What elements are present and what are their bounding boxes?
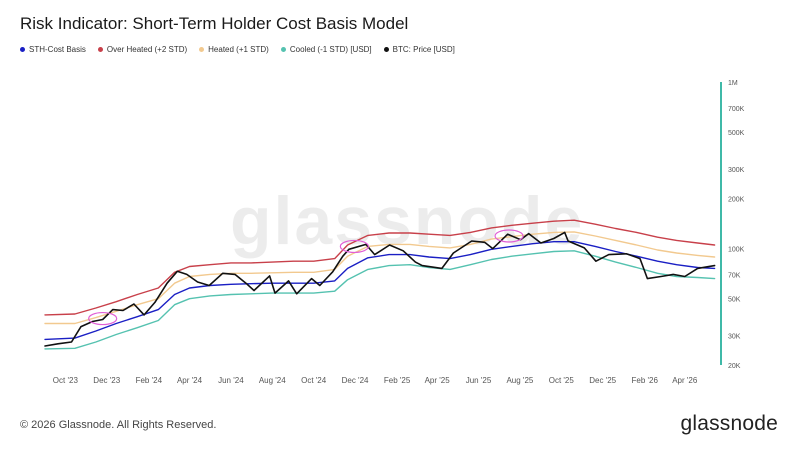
legend-label: BTC: Price [USD] bbox=[392, 45, 455, 54]
y-tick-label: 100K bbox=[728, 247, 745, 254]
x-tick-label: Apr '24 bbox=[177, 376, 203, 385]
highlight-ellipse bbox=[494, 229, 524, 243]
copyright-text: © 2026 Glassnode. All Rights Reserved. bbox=[20, 419, 217, 431]
y-tick-label: 30K bbox=[728, 334, 741, 341]
legend: STH-Cost Basis Over Heated (+2 STD) Heated… bbox=[20, 45, 455, 54]
legend-label: Cooled (-1 STD) [USD] bbox=[289, 45, 372, 54]
y-tick-label: 20K bbox=[728, 363, 741, 370]
y-tick-label: 700K bbox=[728, 106, 745, 113]
highlight-ellipse bbox=[88, 311, 118, 326]
legend-label: Over Heated (+2 STD) bbox=[106, 45, 188, 54]
x-tick-label: Apr '26 bbox=[672, 376, 698, 385]
legend-dot-icon bbox=[97, 47, 103, 52]
x-tick-label: Jun '25 bbox=[466, 376, 492, 385]
x-tick-label: Dec '25 bbox=[589, 376, 616, 385]
y-tick-label: 200K bbox=[728, 196, 745, 203]
legend-item[interactable]: BTC: Price [USD] bbox=[383, 45, 455, 54]
series-line bbox=[44, 250, 716, 350]
legend-item[interactable]: STH-Cost Basis bbox=[20, 45, 86, 54]
x-tick-label: Dec '23 bbox=[93, 376, 120, 385]
x-tick-label: Jun '24 bbox=[218, 376, 244, 385]
y-tick-label: 70K bbox=[728, 272, 741, 279]
x-tick-label: Feb '26 bbox=[632, 376, 659, 385]
x-tick-label: Oct '25 bbox=[549, 376, 575, 385]
highlight-ellipse bbox=[339, 239, 369, 254]
x-tick-label: Feb '24 bbox=[136, 376, 163, 385]
x-tick-label: Dec '24 bbox=[342, 376, 369, 385]
x-tick-label: Aug '24 bbox=[259, 376, 286, 385]
brand-logo: glassnode bbox=[680, 412, 778, 435]
y-tick-label: 50K bbox=[728, 297, 741, 304]
legend-label: Heated (+1 STD) bbox=[208, 45, 269, 54]
legend-dot-icon bbox=[383, 47, 389, 52]
x-tick-label: Oct '24 bbox=[301, 376, 327, 385]
legend-item[interactable]: Over Heated (+2 STD) bbox=[97, 45, 188, 54]
chart-title: Risk Indicator: Short-Term Holder Cost B… bbox=[20, 14, 409, 33]
x-tick-label: Oct '23 bbox=[53, 376, 79, 385]
legend-dot-icon bbox=[199, 47, 205, 52]
x-tick-label: Aug '25 bbox=[506, 376, 533, 385]
legend-label: STH-Cost Basis bbox=[29, 45, 86, 54]
legend-dot-icon bbox=[20, 47, 25, 52]
x-tick-label: Apr '25 bbox=[425, 376, 451, 385]
y-tick-label: 500K bbox=[728, 130, 745, 137]
y-tick-label: 300K bbox=[728, 167, 745, 174]
chart-canvas: 20K 30K 50K 70K 100K 200K 300K 500K 700K 1M Oct '2… bbox=[44, 80, 745, 385]
x-tick-label: Feb '25 bbox=[384, 376, 411, 385]
series-line bbox=[44, 231, 716, 325]
series-line bbox=[44, 219, 716, 316]
legend-item[interactable]: Heated (+1 STD) bbox=[199, 45, 269, 54]
legend-item[interactable]: Cooled (-1 STD) [USD] bbox=[280, 45, 372, 54]
y-tick-label: 1M bbox=[728, 80, 738, 87]
legend-dot-icon bbox=[280, 47, 286, 52]
series-line bbox=[44, 241, 716, 341]
series-line bbox=[44, 231, 716, 347]
